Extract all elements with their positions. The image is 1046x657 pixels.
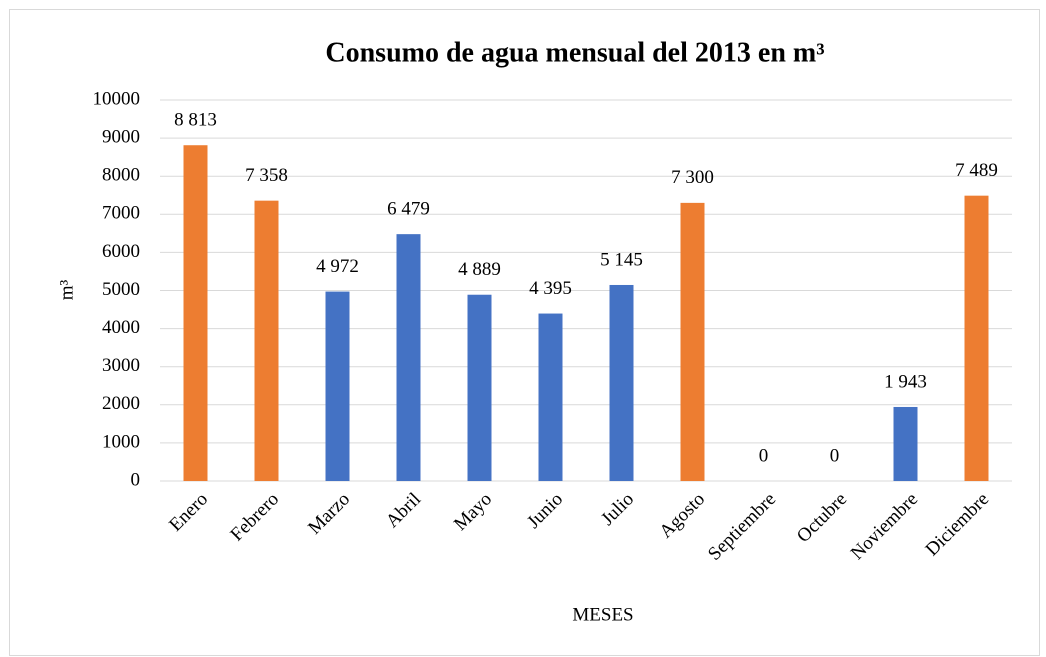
- data-label: 4 972: [316, 256, 359, 277]
- data-label: 0: [759, 445, 769, 466]
- y-tick-label: 10000: [93, 88, 141, 109]
- bar: [893, 406, 918, 481]
- bar: [467, 294, 492, 481]
- bar: [396, 234, 421, 481]
- y-tick-label: 0: [131, 469, 141, 490]
- data-label: 1 943: [884, 371, 927, 392]
- data-label: 0: [830, 445, 840, 466]
- data-label: 7 300: [671, 167, 714, 188]
- bar: [254, 200, 279, 481]
- y-tick-label: 1000: [102, 431, 140, 452]
- y-tick-label: 6000: [102, 241, 140, 262]
- y-tick-label: 2000: [102, 393, 140, 414]
- bar: [964, 195, 989, 481]
- y-tick-label: 3000: [102, 355, 140, 376]
- data-label: 5 145: [600, 249, 643, 270]
- data-label: 6 479: [387, 199, 430, 220]
- chart-frame: [9, 9, 1040, 656]
- data-label: 7 489: [955, 160, 998, 181]
- data-label: 4 395: [529, 278, 572, 299]
- y-tick-label: 9000: [102, 126, 140, 147]
- y-tick-label: 8000: [102, 165, 140, 186]
- bar: [538, 313, 563, 481]
- bar: [183, 145, 208, 481]
- data-label: 7 358: [245, 165, 288, 186]
- x-axis-label: MESES: [572, 604, 633, 625]
- y-tick-label: 4000: [102, 317, 140, 338]
- y-axis-label: m³: [56, 279, 77, 300]
- y-tick-label: 7000: [102, 203, 140, 224]
- bar: [609, 284, 634, 481]
- data-label: 8 813: [174, 110, 217, 131]
- data-label: 4 889: [458, 259, 501, 280]
- chart-title: Consumo de agua mensual del 2013 en m³: [325, 37, 824, 68]
- bar: [325, 291, 350, 481]
- y-tick-label: 5000: [102, 279, 140, 300]
- bar: [680, 202, 705, 481]
